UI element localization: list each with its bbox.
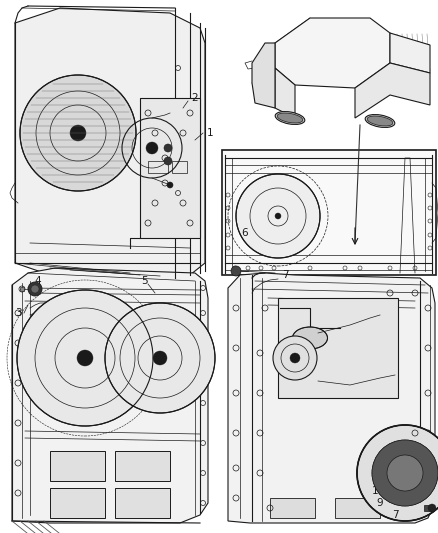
Bar	[50, 488, 105, 518]
Text: 10: 10	[371, 486, 385, 496]
Bar	[148, 161, 168, 173]
Circle shape	[236, 174, 320, 258]
Text: 9: 9	[377, 498, 383, 508]
Polygon shape	[275, 68, 295, 118]
Circle shape	[20, 75, 136, 191]
Circle shape	[428, 504, 436, 512]
Polygon shape	[355, 63, 430, 118]
Bar	[115, 451, 170, 481]
Ellipse shape	[293, 327, 328, 349]
Bar	[172, 161, 187, 173]
Circle shape	[372, 440, 438, 506]
Circle shape	[17, 290, 153, 426]
Circle shape	[77, 350, 93, 366]
Circle shape	[164, 144, 172, 152]
Circle shape	[400, 468, 410, 478]
Circle shape	[387, 455, 423, 491]
Circle shape	[153, 351, 167, 365]
Polygon shape	[390, 33, 430, 73]
Circle shape	[28, 282, 42, 296]
Text: 7: 7	[282, 270, 288, 280]
Circle shape	[164, 157, 172, 165]
Circle shape	[31, 285, 39, 293]
Circle shape	[146, 142, 158, 154]
Bar	[50, 451, 105, 481]
Polygon shape	[12, 268, 208, 523]
Bar	[222, 150, 436, 275]
Bar	[335, 498, 380, 518]
Polygon shape	[252, 43, 275, 108]
Circle shape	[167, 182, 173, 188]
Bar	[424, 505, 434, 511]
Bar	[140, 98, 200, 238]
Bar	[270, 498, 315, 518]
Polygon shape	[15, 8, 205, 281]
Text: 5: 5	[141, 276, 148, 286]
Text: 1: 1	[207, 128, 213, 138]
Circle shape	[290, 353, 300, 363]
Ellipse shape	[367, 116, 393, 126]
Circle shape	[105, 303, 215, 413]
Ellipse shape	[277, 113, 303, 123]
Text: 2: 2	[192, 93, 198, 103]
Bar	[115, 488, 170, 518]
Circle shape	[273, 336, 317, 380]
Circle shape	[357, 425, 438, 521]
Polygon shape	[275, 18, 390, 88]
Circle shape	[70, 125, 86, 141]
Text: 4: 4	[35, 276, 41, 286]
Text: 3: 3	[15, 308, 21, 318]
Circle shape	[231, 266, 241, 276]
Ellipse shape	[275, 111, 305, 125]
Bar	[20, 287, 24, 291]
Text: 6: 6	[242, 228, 248, 238]
Bar	[278, 298, 398, 398]
Circle shape	[275, 213, 281, 219]
Polygon shape	[228, 273, 435, 523]
Text: 7: 7	[392, 510, 398, 520]
Ellipse shape	[365, 115, 395, 127]
